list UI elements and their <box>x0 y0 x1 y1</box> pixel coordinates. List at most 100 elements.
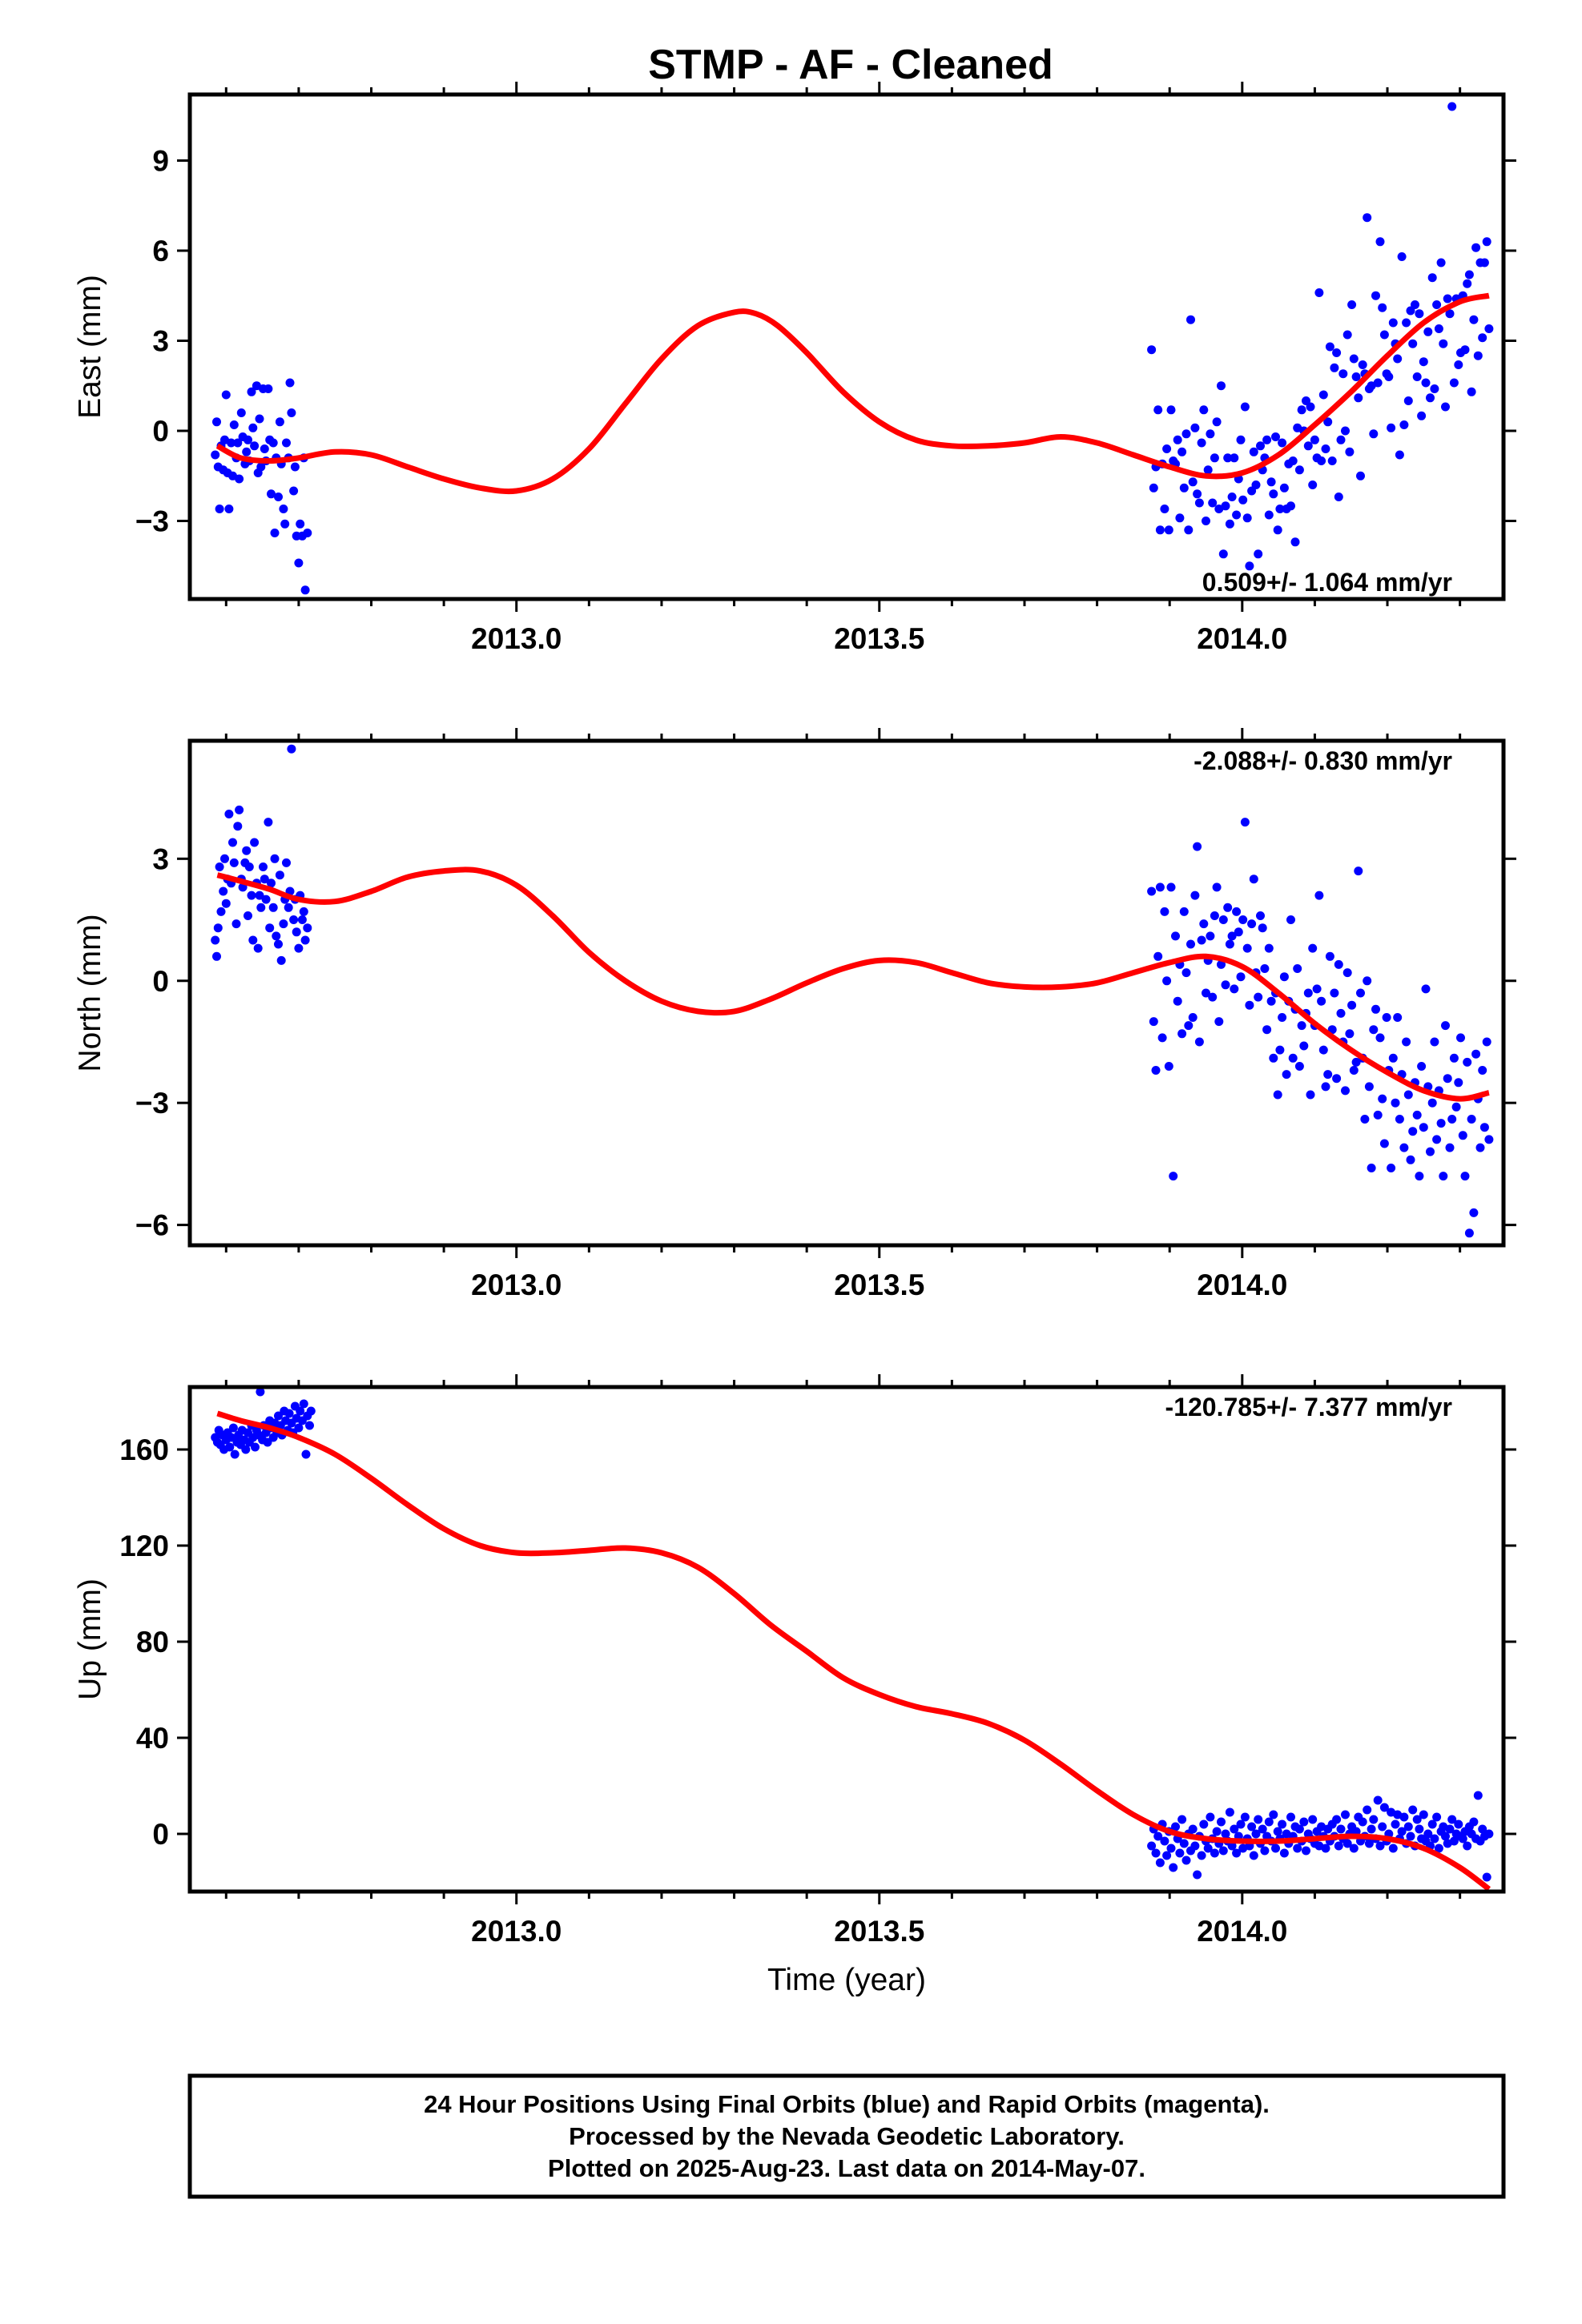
data-point <box>1164 525 1173 535</box>
data-point <box>1232 510 1242 520</box>
data-point <box>1384 372 1394 381</box>
data-point <box>1349 1844 1359 1853</box>
data-point <box>1179 1839 1189 1848</box>
data-point <box>1203 1844 1213 1853</box>
data-point <box>1306 402 1315 412</box>
data-point <box>1223 453 1233 463</box>
data-point <box>1294 465 1304 475</box>
data-point <box>1203 465 1213 475</box>
data-point <box>1197 935 1206 945</box>
data-point <box>1475 1143 1485 1152</box>
data-point <box>1240 818 1250 827</box>
panel-3: 2013.0 2013.5 2014.0 0 40 80 120 160 Up (mm) Time… <box>73 1374 1516 1997</box>
data-point <box>275 417 284 427</box>
data-point <box>1360 1115 1370 1124</box>
data-point <box>1317 996 1326 1006</box>
data-point <box>1188 1824 1198 1834</box>
data-point <box>1354 393 1363 403</box>
data-point <box>1286 915 1295 924</box>
data-point <box>1247 919 1257 929</box>
data-point <box>1332 1815 1342 1824</box>
data-point <box>1240 402 1250 412</box>
data-point <box>1419 1810 1428 1819</box>
data-point <box>1399 1812 1409 1822</box>
data-point <box>1479 258 1489 267</box>
data-point <box>1364 1082 1374 1092</box>
caption-frame <box>187 2073 1506 2199</box>
data-point <box>285 378 295 388</box>
data-point <box>1254 992 1263 1002</box>
data-point <box>1232 1848 1242 1858</box>
data-point <box>1369 1815 1379 1824</box>
data-point <box>1166 1844 1176 1853</box>
data-point <box>1421 378 1431 388</box>
data-point <box>1460 345 1470 355</box>
data-point <box>1179 907 1189 916</box>
data-point <box>1430 384 1439 393</box>
y-tick-label: 120 <box>119 1530 169 1562</box>
panels: 2013.0 2013.5 2014.0 −3 0 3 6 9 East (mm) 0.509+/… <box>73 82 1516 1997</box>
data-point <box>1469 1817 1479 1827</box>
data-point <box>267 879 276 888</box>
data-point <box>1236 972 1246 982</box>
rate-annotation: -120.785+/- 7.377 mm/yr <box>1165 1393 1452 1421</box>
data-point <box>1171 931 1180 941</box>
data-point <box>1160 1836 1169 1846</box>
data-point <box>1426 393 1435 403</box>
data-point <box>1432 1135 1442 1144</box>
data-point <box>1193 1870 1202 1880</box>
data-point <box>1258 923 1267 933</box>
data-point <box>1190 891 1200 900</box>
x-tick-label: 2013.5 <box>834 1269 924 1301</box>
data-point <box>1317 456 1326 465</box>
data-point <box>1236 1819 1246 1829</box>
data-point <box>1373 1795 1383 1805</box>
data-point <box>1336 1824 1346 1834</box>
data-point <box>1419 1123 1428 1132</box>
data-point <box>1432 300 1442 309</box>
data-point <box>1403 396 1413 405</box>
data-point <box>1341 1086 1350 1096</box>
data-point <box>1230 984 1239 994</box>
data-point <box>1260 964 1270 973</box>
data-point <box>1297 405 1306 415</box>
x-tick-label: 2014.0 <box>1197 622 1287 655</box>
data-point <box>259 862 268 871</box>
data-point <box>1256 911 1265 920</box>
data-point <box>1188 1013 1198 1022</box>
data-point <box>1336 1008 1346 1018</box>
data-point <box>1181 1856 1191 1865</box>
data-point <box>1373 1110 1383 1120</box>
data-point <box>1408 1127 1418 1136</box>
data-point <box>1417 1062 1427 1071</box>
data-point <box>1449 378 1459 388</box>
data-point <box>1264 1817 1274 1827</box>
data-point <box>251 1442 260 1452</box>
fit-curve <box>215 292 1490 495</box>
data-point <box>1354 866 1363 876</box>
y-tick-label: 40 <box>136 1722 169 1755</box>
data-point <box>1318 1045 1328 1055</box>
y-tick-label: 80 <box>136 1626 169 1659</box>
data-point <box>1402 318 1411 328</box>
data-point <box>1347 1000 1357 1010</box>
data-point <box>1181 968 1191 978</box>
data-point <box>216 907 226 916</box>
data-point <box>1349 1066 1359 1075</box>
data-point <box>1238 495 1248 505</box>
data-point <box>1225 1807 1234 1817</box>
data-point <box>221 899 231 908</box>
data-point <box>1482 1037 1491 1047</box>
data-point <box>1314 891 1324 900</box>
data-point <box>1297 1021 1306 1031</box>
data-point <box>1406 1155 1415 1164</box>
data-point <box>1184 525 1194 535</box>
data-point <box>1321 1082 1330 1092</box>
data-point <box>1412 1815 1422 1824</box>
data-point <box>1273 525 1282 535</box>
data-point <box>1318 390 1328 400</box>
data-point <box>1245 561 1254 571</box>
data-point <box>1262 1025 1272 1035</box>
data-point <box>303 923 312 933</box>
x-tick-label: 2014.0 <box>1197 1915 1287 1948</box>
